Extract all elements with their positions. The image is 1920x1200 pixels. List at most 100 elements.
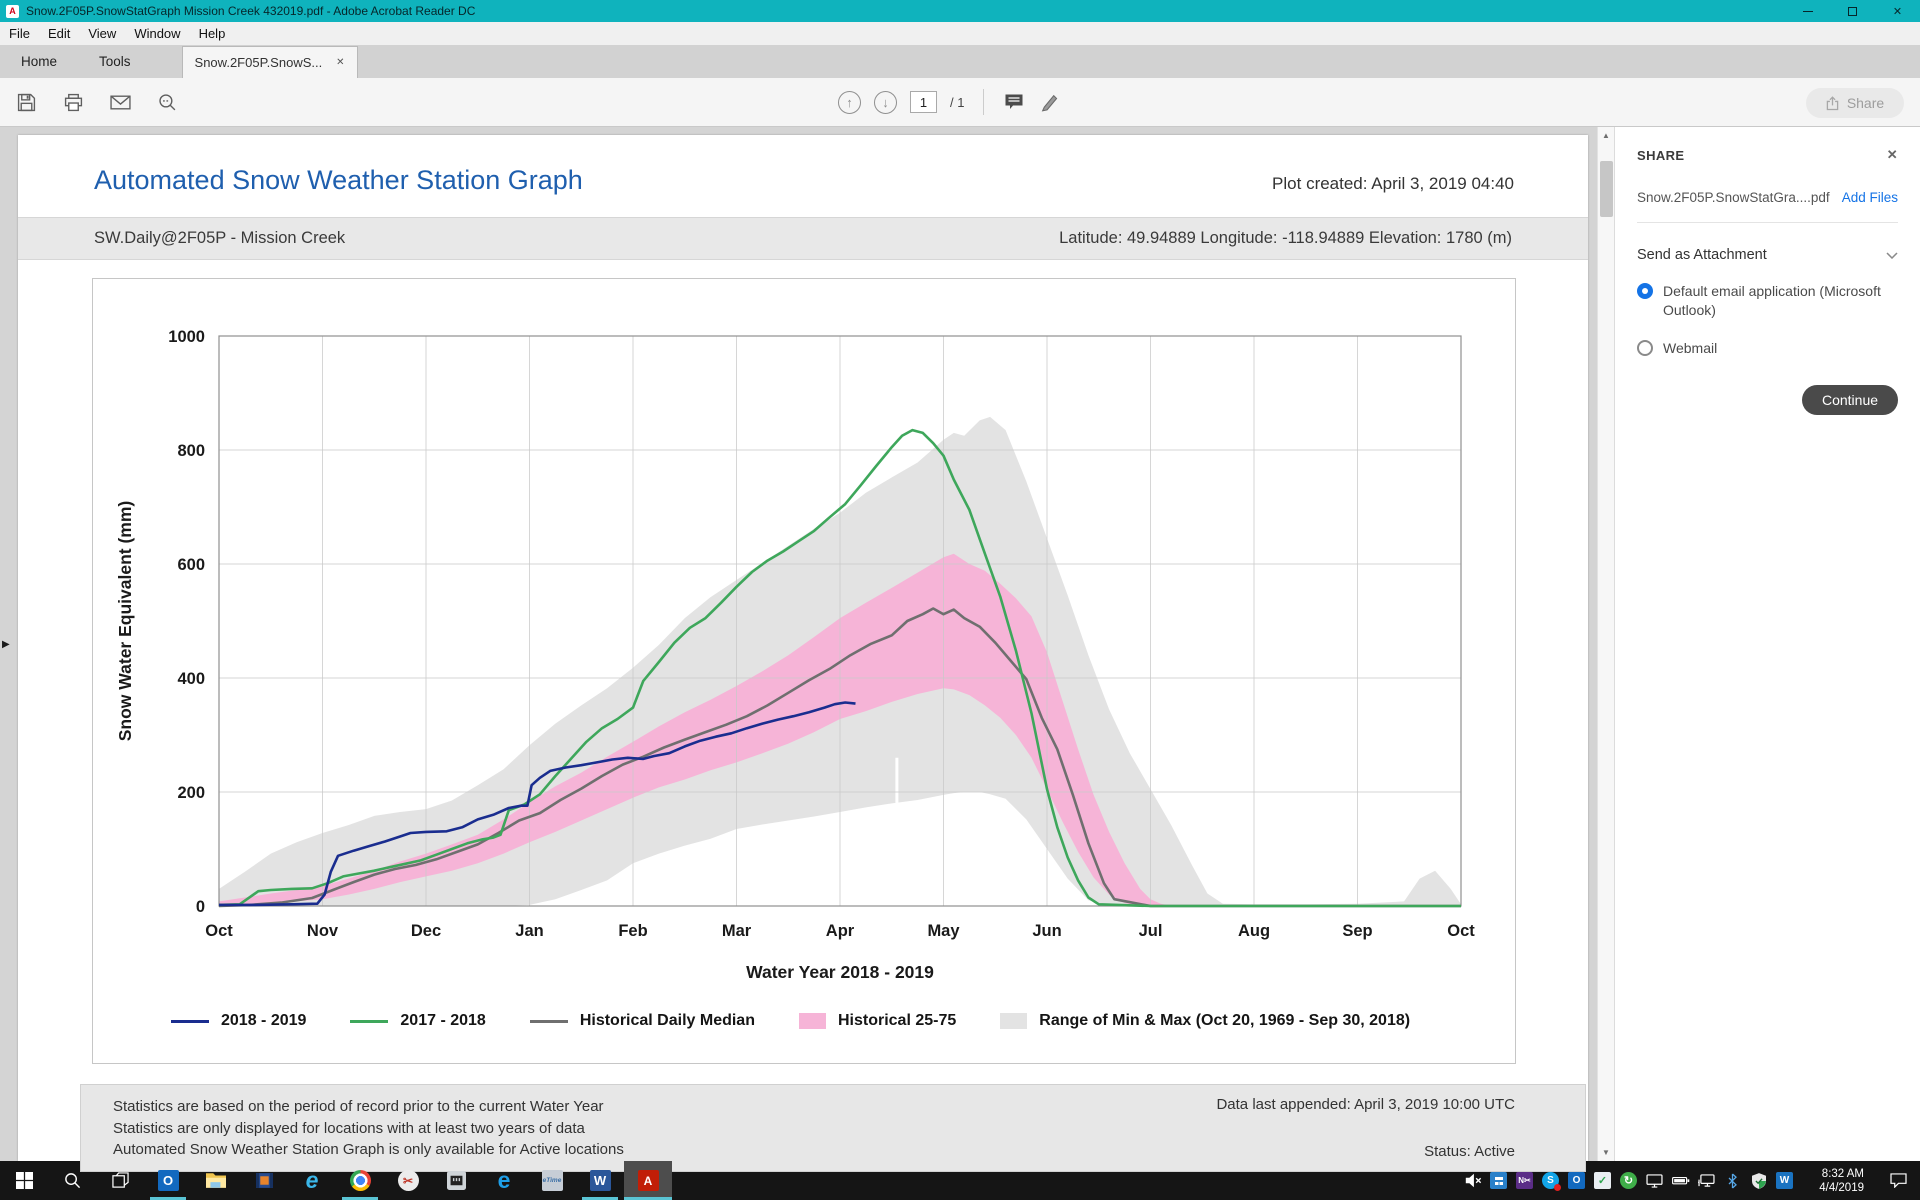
outlook-tray-icon[interactable]: O: [1567, 1172, 1586, 1189]
page-title: Automated Snow Weather Station Graph: [94, 165, 583, 195]
action-center-icon[interactable]: [1880, 1173, 1916, 1188]
legend-swatch: [171, 1019, 209, 1023]
legend-label: Historical Daily Median: [579, 1012, 755, 1029]
vpn-app-icon[interactable]: [1489, 1172, 1508, 1189]
clock-date: 4/4/2019: [1819, 1181, 1864, 1194]
footer-note-0: Statistics are based on the period of re…: [113, 1098, 604, 1115]
legend-label: 2018 - 2019: [221, 1012, 307, 1029]
comment-icon[interactable]: [1003, 91, 1025, 113]
onenote-clipper-icon[interactable]: N✂: [1515, 1172, 1534, 1189]
taskbar-search-icon[interactable]: [48, 1161, 96, 1200]
taskbar-clock[interactable]: 8:32 AM 4/4/2019: [1810, 1167, 1864, 1195]
share-panel-close-icon[interactable]: ✕: [1886, 147, 1898, 162]
sync-complete-icon[interactable]: ✓: [1593, 1172, 1612, 1189]
legend-item: 2018 - 2019: [171, 1012, 306, 1030]
taskbar-movies-tv-icon[interactable]: [240, 1161, 288, 1200]
legend-item: Range of Min & Max (Oct 20, 1969 - Sep 3…: [1000, 1012, 1410, 1030]
menu-file[interactable]: File: [9, 26, 30, 41]
close-button[interactable]: ✕: [1892, 5, 1903, 18]
series-2017-2018: [218, 428, 1461, 908]
minimize-button[interactable]: [1785, 0, 1830, 22]
network-display-icon[interactable]: [1697, 1173, 1716, 1188]
radio-webmail[interactable]: [1637, 340, 1653, 356]
taskbar-edge-icon[interactable]: e: [497, 1167, 511, 1193]
legend-item: 2017 - 2018: [350, 1012, 486, 1030]
taskbar-file-explorer-icon[interactable]: [192, 1161, 240, 1200]
tab-tools[interactable]: Tools: [99, 54, 131, 69]
legend-label: 2017 - 2018: [400, 1012, 486, 1029]
next-page-icon[interactable]: ↓: [874, 90, 897, 114]
taskbar-word-icon[interactable]: W: [576, 1161, 624, 1200]
menu-window[interactable]: Window: [134, 26, 181, 41]
maximize-button[interactable]: [1830, 0, 1875, 22]
svg-text:Dec: Dec: [411, 922, 441, 940]
station-location: Latitude: 49.94889 Longitude: -118.94889…: [1059, 229, 1512, 247]
display-icon[interactable]: [1645, 1173, 1664, 1188]
svg-text:Nov: Nov: [307, 922, 339, 940]
taskbar-internet-explorer-icon[interactable]: e: [305, 1167, 319, 1193]
skype-icon[interactable]: S: [1541, 1172, 1561, 1191]
continue-button[interactable]: Continue: [1802, 385, 1898, 415]
share-option-0[interactable]: Default email application (Microsoft Out…: [1637, 282, 1898, 320]
windows-defender-icon[interactable]: [1749, 1172, 1768, 1189]
svg-text:600: 600: [177, 556, 205, 574]
zoom-icon[interactable]: [156, 91, 178, 113]
bluetooth-icon[interactable]: [1723, 1173, 1742, 1189]
previous-page-icon[interactable]: ↑: [838, 90, 861, 114]
add-files-link[interactable]: Add Files: [1841, 190, 1898, 205]
taskbar-etime-icon[interactable]: eTime: [528, 1161, 576, 1200]
titlebar: A Snow.2F05P.SnowStatGraph Mission Creek…: [0, 0, 1920, 22]
email-icon[interactable]: [109, 91, 131, 113]
radio-default-email[interactable]: [1637, 283, 1653, 299]
legend-swatch: [529, 1019, 568, 1023]
workday-icon[interactable]: W: [1775, 1172, 1794, 1189]
scroll-down-icon[interactable]: ▼: [1602, 1148, 1610, 1157]
legend-item: Historical Daily Median: [529, 1012, 755, 1030]
taskbar-snipping-tool-icon[interactable]: ✂: [384, 1161, 432, 1200]
statistics-footer: Statistics are based on the period of re…: [80, 1084, 1586, 1172]
taskbar-chrome-icon[interactable]: [336, 1161, 384, 1200]
legend-label: Historical 25-75: [837, 1012, 957, 1029]
svg-text:Feb: Feb: [618, 922, 647, 940]
toolbar: ↑ ↓ / 1 Share: [0, 78, 1920, 127]
svg-text:Aug: Aug: [1238, 922, 1270, 940]
page-number-input[interactable]: [910, 91, 937, 113]
highlighter-icon[interactable]: [1038, 91, 1060, 113]
taskbar-acrobat-icon[interactable]: A: [624, 1161, 672, 1200]
taskbar-start-icon[interactable]: [0, 1161, 48, 1200]
svg-text:Mar: Mar: [722, 922, 752, 940]
menu-help[interactable]: Help: [198, 26, 226, 41]
menu-edit[interactable]: Edit: [47, 26, 71, 41]
share-option-0-label: Default email application (Microsoft Out…: [1663, 283, 1881, 318]
svg-text:Oct: Oct: [205, 922, 233, 940]
tab-close-icon[interactable]: ✕: [336, 57, 345, 68]
svg-text:Jul: Jul: [1139, 922, 1163, 940]
print-icon[interactable]: [62, 91, 84, 113]
share-button[interactable]: Share: [1806, 88, 1904, 118]
scroll-up-icon[interactable]: ▲: [1602, 131, 1610, 140]
battery-icon[interactable]: [1671, 1175, 1690, 1186]
volume-muted-icon[interactable]: [1463, 1173, 1482, 1188]
taskbar-remote-port-icon[interactable]: [432, 1161, 480, 1200]
document-area: ▶ Automated Snow Weather Station Graph P…: [0, 127, 1614, 1172]
taskbar-task-view-icon[interactable]: [96, 1161, 144, 1200]
scrollbar-thumb[interactable]: [1600, 161, 1613, 217]
chevron-down-icon[interactable]: [1886, 247, 1898, 263]
system-tray: N✂ S O ✓ ↻ W 8:32 AM 4/4/2019: [1463, 1161, 1920, 1200]
tab-home[interactable]: Home: [21, 54, 58, 69]
sync-icon[interactable]: ↻: [1619, 1172, 1638, 1189]
clock-time: 8:32 AM: [1821, 1167, 1864, 1180]
svg-text:May: May: [927, 922, 960, 940]
legend-swatch: [1000, 1013, 1028, 1029]
save-icon[interactable]: [15, 91, 37, 113]
svg-text:Water Year 2018 - 2019: Water Year 2018 - 2019: [746, 962, 934, 982]
svg-text:Oct: Oct: [1447, 922, 1475, 940]
menu-view[interactable]: View: [88, 26, 117, 41]
tab-document[interactable]: Snow.2F05P.SnowS... ✕: [181, 46, 358, 78]
expand-nav-pane-icon[interactable]: ▶: [2, 639, 10, 650]
taskbar-outlook-icon[interactable]: O: [144, 1161, 192, 1200]
document-scrollbar[interactable]: ▲ ▼: [1597, 127, 1614, 1161]
tray-icons: N✂ S O ✓ ↻ W: [1463, 1172, 1794, 1191]
svg-text:Sep: Sep: [1342, 922, 1372, 940]
share-option-1[interactable]: Webmail: [1637, 339, 1898, 358]
